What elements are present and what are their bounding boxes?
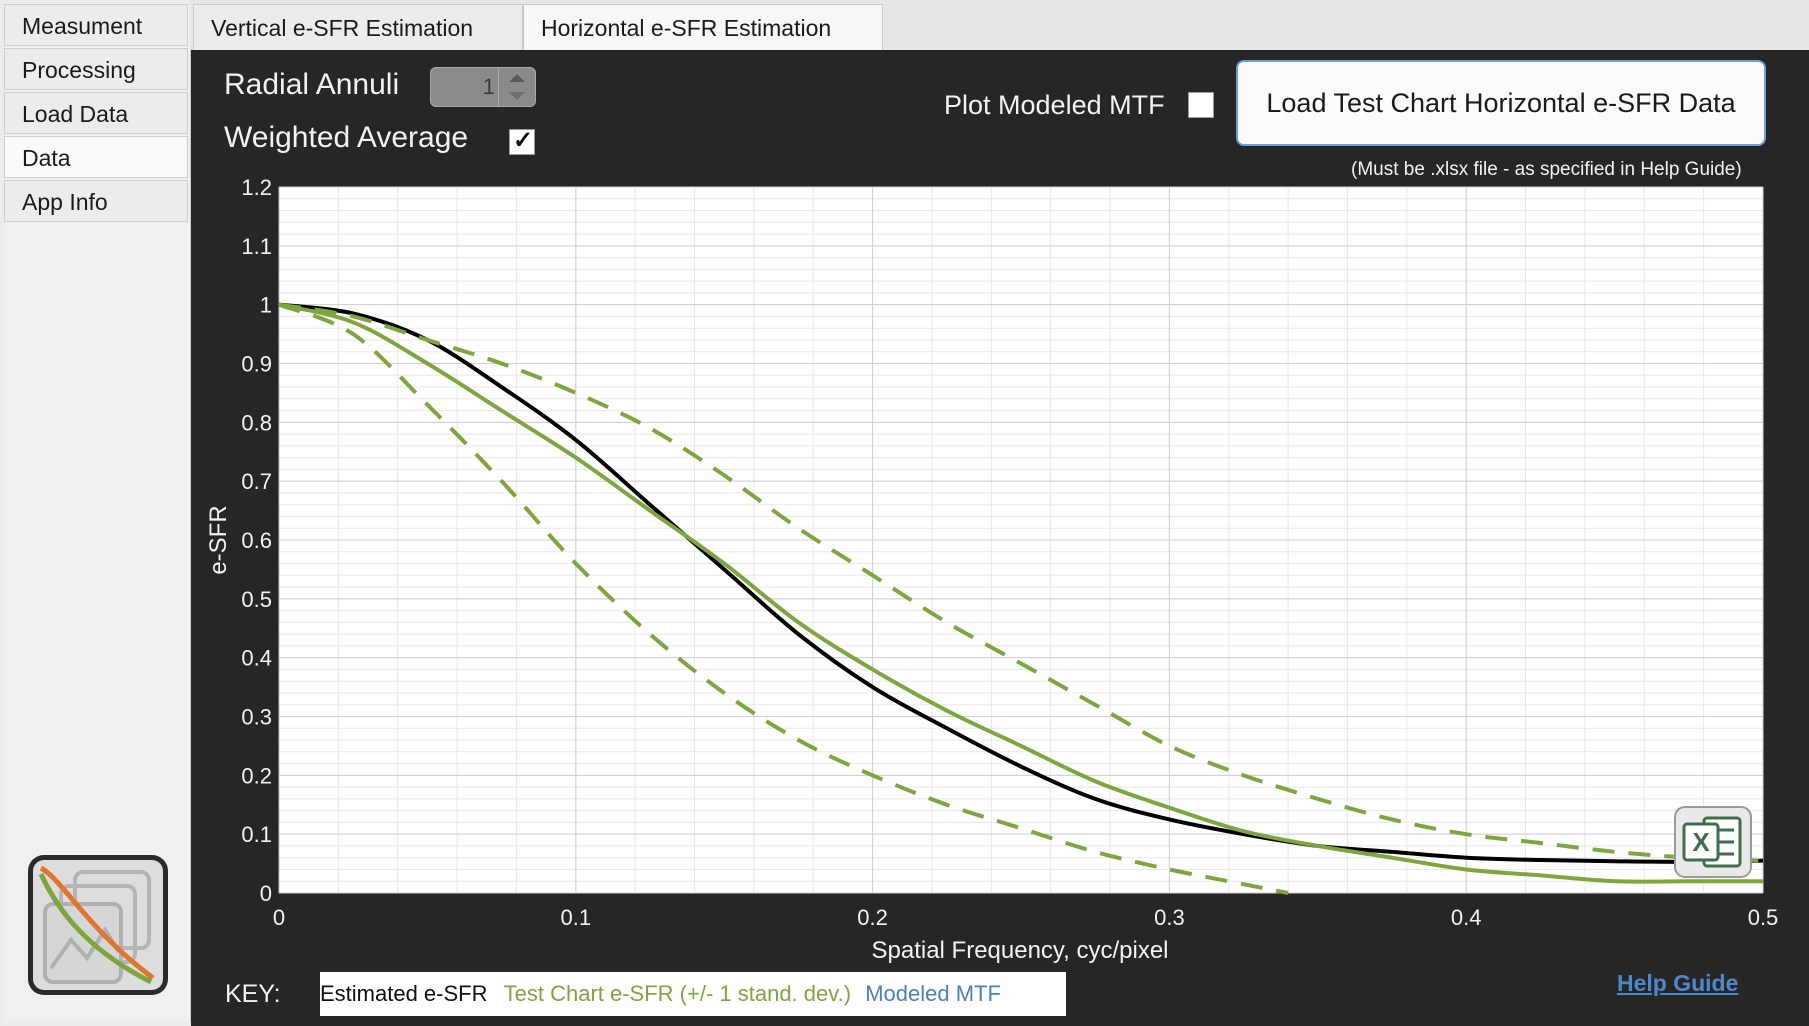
chevron-up-icon[interactable]: [509, 74, 525, 82]
load-test-chart-button[interactable]: Load Test Chart Horizontal e-SFR Data: [1236, 60, 1766, 146]
key-label: KEY:: [225, 980, 281, 1008]
svg-text:X: X: [1692, 827, 1710, 857]
plot-modeled-mtf-checkbox[interactable]: [1188, 92, 1214, 118]
main-panel: [191, 50, 1809, 1026]
legend-modeled: Modeled MTF: [865, 981, 1001, 1006]
excel-export-icon[interactable]: X: [1674, 806, 1752, 878]
sidebar-tab-data[interactable]: Data: [4, 136, 188, 178]
legend-estimated: Estimated e-SFR: [320, 981, 488, 1006]
sidebar-tab-measurement[interactable]: Measument: [4, 4, 188, 46]
checkmark-icon: ✓: [512, 127, 534, 154]
plot-modeled-mtf-label: Plot Modeled MTF: [944, 90, 1165, 120]
app-logo-icon: [28, 855, 168, 995]
sidebar-panel: Measument Processing Load Data Data App …: [4, 4, 191, 1022]
sidebar-tab-app-info[interactable]: App Info: [4, 180, 188, 222]
legend-box: Estimated e-SFR Test Chart e-SFR (+/- 1 …: [320, 972, 1066, 1016]
help-guide-link[interactable]: Help Guide: [1617, 970, 1739, 996]
sidebar-tab-processing[interactable]: Processing: [4, 48, 188, 90]
tab-vertical-esfr[interactable]: Vertical e-SFR Estimation: [193, 4, 523, 50]
tab-bar: Vertical e-SFR Estimation Horizontal e-S…: [190, 0, 1809, 50]
radial-annuli-label: Radial Annuli: [224, 68, 400, 101]
spinner-arrows[interactable]: [498, 68, 535, 106]
weighted-average-label: Weighted Average: [224, 121, 469, 154]
sidebar-tab-load-data[interactable]: Load Data: [4, 92, 188, 134]
load-file-note: (Must be .xlsx file - as specified in He…: [1351, 159, 1742, 180]
chevron-down-icon[interactable]: [509, 92, 525, 100]
weighted-average-checkbox[interactable]: ✓: [509, 127, 535, 155]
radial-annuli-spinner[interactable]: 1: [430, 67, 536, 107]
radial-annuli-value[interactable]: 1: [482, 74, 495, 99]
tab-horizontal-esfr[interactable]: Horizontal e-SFR Estimation: [523, 4, 883, 50]
legend-test-chart: Test Chart e-SFR (+/- 1 stand. dev.): [503, 981, 852, 1006]
